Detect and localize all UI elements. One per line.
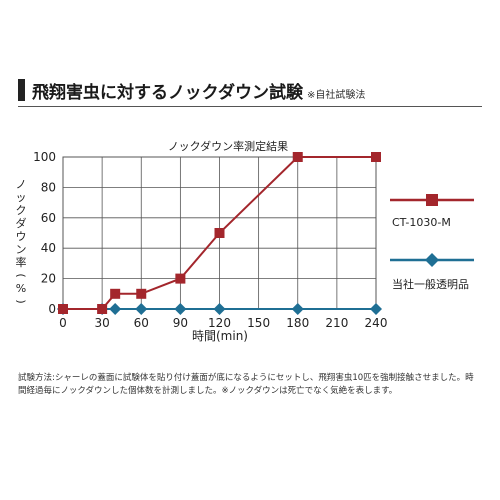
heading-rule [18, 106, 482, 107]
x-tick-label: 90 [173, 316, 188, 330]
x-tick-label: 210 [325, 316, 348, 330]
data-point [97, 304, 108, 314]
x-tick-label: 0 [59, 316, 67, 330]
y-axis-label-char: 率 [15, 256, 27, 269]
x-tick-label: 120 [208, 316, 231, 330]
data-point [214, 228, 225, 238]
y-tick-label: 60 [41, 211, 56, 225]
data-point [174, 303, 187, 315]
data-point [58, 304, 68, 314]
data-point [135, 303, 148, 315]
data-point [370, 303, 382, 315]
x-axis-label: 時間(min) [192, 329, 248, 343]
y-tick-label: 80 [41, 180, 56, 194]
y-axis-label-char: % [15, 282, 27, 295]
legend-marker [425, 253, 439, 267]
legend-swatches [390, 194, 474, 267]
data-point [213, 303, 226, 315]
legend: CT-1030-M 当社一般透明品 [390, 185, 490, 305]
x-tick-label: 150 [247, 316, 270, 330]
y-axis-label-char: ダ [15, 217, 27, 230]
chart-title: ノックダウン率測定結果 [167, 140, 289, 153]
y-tick-label: 100 [33, 150, 56, 164]
heading-note: ※自社試験法 [306, 90, 366, 101]
y-axis-label-char: ン [15, 243, 27, 256]
x-tick-label: 180 [286, 316, 309, 330]
data-point [371, 152, 381, 162]
footnote: 試験方法:シャーレの蓋面に試験体を貼り付け蓋面が底になるようにセットし、飛翔害虫… [18, 373, 474, 396]
y-axis-label-char: ク [15, 204, 27, 217]
y-axis-label-char: ノ [15, 178, 27, 191]
y-tick-label: 0 [48, 302, 56, 316]
y-tick-label: 40 [41, 241, 56, 255]
section-heading: 飛翔害虫に対するノックダウン試験 ※自社試験法 [18, 78, 482, 107]
y-axis-label-char: ウ [15, 230, 27, 243]
legend-marker [426, 194, 438, 206]
x-tick-label: 60 [134, 316, 149, 330]
data-point [175, 273, 186, 284]
y-axis-label: ノックダウン率(%) [14, 178, 28, 308]
data-point [109, 303, 122, 315]
data-point [136, 288, 147, 299]
x-tick-label: 30 [94, 316, 109, 330]
data-point [292, 152, 303, 162]
heading-title: 飛翔害虫に対するノックダウン試験 ※自社試験法 [32, 78, 365, 103]
legend-label: CT-1030-M [392, 216, 451, 229]
data-point [291, 303, 304, 315]
heading-bar [18, 79, 25, 101]
y-axis-label-char: ッ [15, 191, 27, 204]
y-tick-label: 20 [41, 272, 56, 286]
legend-label: 当社一般透明品 [392, 278, 469, 291]
heading-title-text: 飛翔害虫に対するノックダウン試験 [32, 83, 303, 103]
x-tick-label: 240 [365, 316, 388, 330]
data-point [110, 288, 121, 299]
